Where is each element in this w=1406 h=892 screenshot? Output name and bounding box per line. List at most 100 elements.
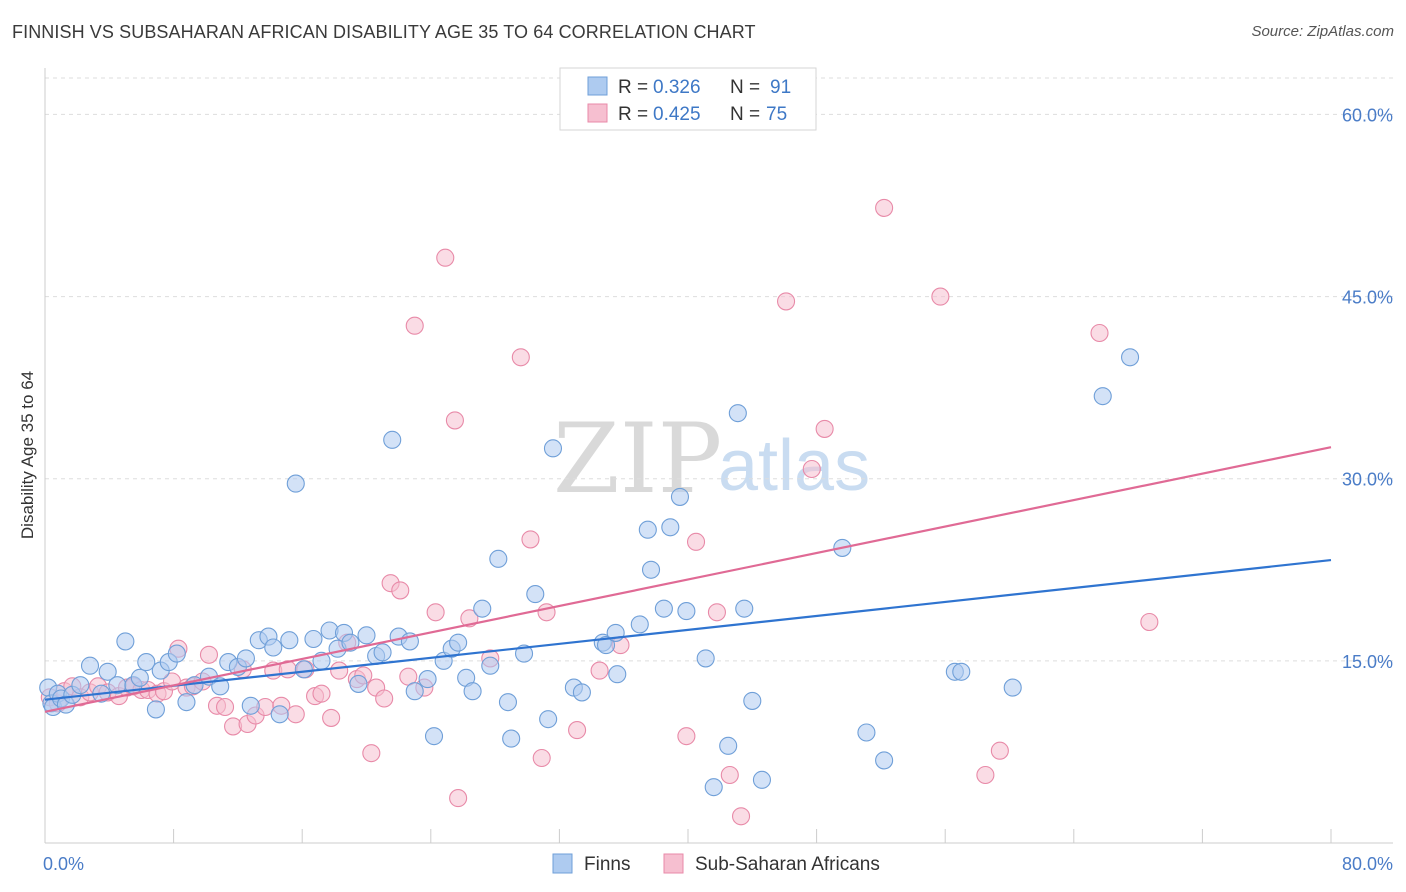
x-tick-label: 0.0% (43, 854, 84, 874)
y-tick-label: 30.0% (1342, 470, 1393, 490)
point-ssa (990, 741, 1009, 760)
point-finns (116, 632, 135, 651)
legend-swatch-ssa (587, 103, 608, 123)
point-finns (1121, 348, 1140, 367)
point-finns (357, 626, 376, 645)
point-finns (728, 404, 747, 423)
point-ssa (375, 689, 394, 708)
point-ssa (286, 705, 305, 724)
x-tick-label: 80.0% (1342, 854, 1393, 874)
trend-lines (44, 446, 1332, 713)
point-ssa (362, 744, 381, 763)
point-ssa (1090, 323, 1109, 343)
legend-swatch-finns (587, 76, 608, 96)
point-ssa (720, 765, 739, 785)
point-finns (98, 662, 117, 681)
axes (44, 68, 1393, 844)
point-ssa (677, 727, 696, 746)
point-finns (638, 520, 657, 539)
point-finns (630, 615, 649, 634)
legend-r-label-ssa: R = (618, 104, 648, 125)
point-finns (236, 649, 255, 668)
legend-bottom-finns: Finns (584, 854, 630, 875)
point-finns (341, 633, 360, 652)
legend-n-label-finns: N = (730, 77, 760, 98)
point-finns (424, 727, 444, 746)
source-label: Source: ZipAtlas.com (1251, 23, 1394, 40)
point-finns (418, 670, 437, 689)
point-finns (502, 729, 521, 748)
point-ssa (322, 708, 341, 727)
point-ssa (777, 292, 796, 311)
point-ssa (330, 661, 349, 680)
point-finns (304, 629, 323, 649)
legend-series: Finns Sub-Saharan Africans (552, 853, 880, 875)
legend-bottom-swatch-ssa (663, 853, 684, 874)
point-finns (167, 644, 186, 663)
trend-line-ssa (44, 446, 1332, 713)
point-ssa (568, 721, 587, 740)
watermark-atlas: atlas (718, 426, 870, 506)
point-finns (146, 700, 165, 719)
point-finns (71, 676, 90, 695)
point-finns (572, 683, 591, 702)
point-finns (596, 636, 616, 655)
point-ssa (815, 419, 834, 438)
point-ssa (686, 532, 706, 551)
legend-n-value-finns: 91 (770, 77, 791, 98)
point-ssa (391, 581, 410, 600)
y-tick-label: 15.0% (1342, 652, 1393, 672)
point-finns (743, 691, 762, 710)
tick-labels: 15.0% 30.0% 45.0% 60.0% 0.0% 80.0% (43, 105, 1393, 874)
point-finns (264, 638, 283, 657)
legend-n-label-ssa: N = (730, 104, 760, 125)
point-finns (137, 653, 156, 672)
point-finns (654, 599, 673, 618)
point-ssa (521, 530, 540, 549)
point-finns (449, 633, 468, 652)
point-finns (677, 602, 696, 621)
point-ssa (426, 603, 445, 622)
point-ssa (1140, 612, 1159, 632)
point-finns (498, 693, 518, 712)
point-finns (405, 682, 424, 701)
point-ssa (590, 661, 609, 680)
point-finns (80, 656, 100, 675)
point-finns (481, 656, 500, 675)
point-finns (1093, 387, 1112, 406)
point-ssa (931, 287, 950, 306)
y-tick-label: 60.0% (1342, 105, 1393, 125)
y-axis-title: Disability Age 35 to 64 (18, 371, 37, 539)
point-finns (952, 662, 971, 681)
point-finns (696, 649, 715, 668)
point-ssa (707, 603, 726, 622)
legend-r-value-finns: 0.326 (653, 77, 701, 98)
point-finns (463, 682, 482, 701)
point-finns (735, 599, 754, 618)
point-finns (1003, 678, 1022, 697)
point-ssa (532, 748, 551, 768)
legend-bottom-ssa: Sub-Saharan Africans (695, 854, 880, 875)
legend-r-label-finns: R = (618, 77, 648, 98)
point-finns (241, 696, 260, 715)
point-finns (704, 778, 723, 797)
watermark-zip: ZIP (553, 403, 722, 515)
trend-line-finns (44, 558, 1332, 701)
point-finns (270, 705, 289, 724)
point-finns (280, 631, 299, 650)
point-finns (286, 474, 305, 493)
point-ssa (405, 316, 424, 335)
series-finns (39, 348, 1140, 797)
point-ssa (802, 459, 821, 479)
point-finns (514, 644, 534, 663)
point-ssa (731, 807, 751, 826)
point-ssa (312, 684, 331, 703)
legend-bottom-swatch-finns (552, 853, 573, 874)
point-finns (177, 693, 196, 712)
point-finns (489, 549, 508, 568)
point-finns (543, 439, 563, 458)
point-finns (539, 710, 558, 729)
chart-title: FINNISH VS SUBSAHARAN AFRICAN DISABILITY… (12, 22, 756, 42)
point-ssa (445, 411, 464, 430)
